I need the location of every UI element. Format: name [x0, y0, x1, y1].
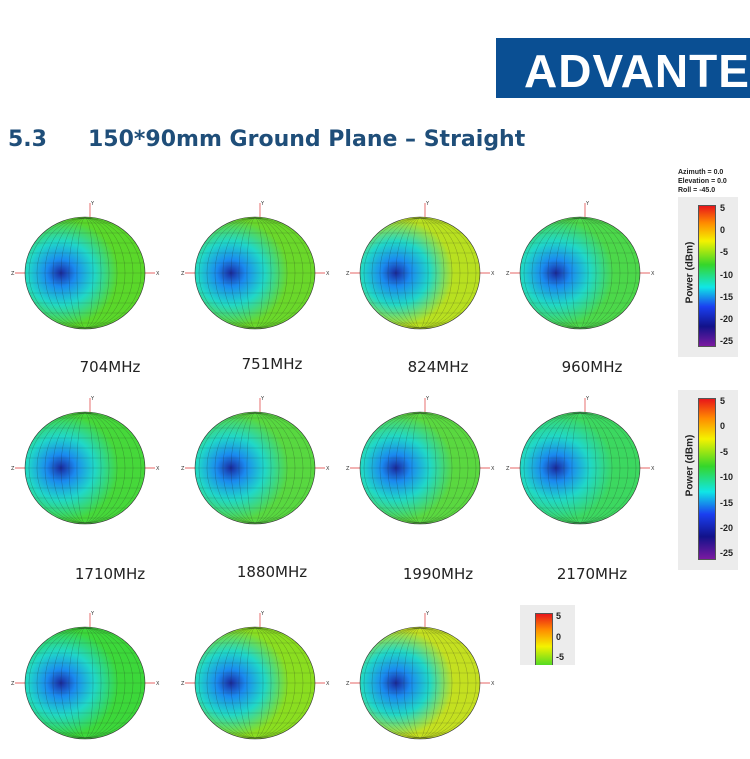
radiation-pattern-plot: Y X Z — [500, 195, 660, 345]
colorbar-tick: -5 — [720, 446, 729, 457]
svg-text:Y: Y — [260, 396, 265, 402]
svg-text:Y: Y — [425, 611, 430, 617]
svg-text:Z: Z — [346, 466, 350, 472]
svg-text:X: X — [491, 466, 495, 472]
svg-text:Y: Y — [585, 396, 590, 402]
svg-text:Y: Y — [585, 201, 590, 207]
radiation-pattern-plot: Y X Z — [340, 195, 500, 345]
power-colorbar-legend: 5 0 -5 -10 -15 -20 -25 Power (dBm) — [678, 197, 738, 357]
svg-text:Y: Y — [260, 611, 265, 617]
colorbar-tick: 5 — [556, 611, 562, 621]
orientation-readout: Azimuth = 0.0 Elevation = 0.0 Roll = -45… — [678, 169, 727, 194]
svg-text:Z: Z — [346, 681, 350, 687]
svg-text:Z: Z — [11, 271, 15, 277]
section-title: 150*90mm Ground Plane – Straight — [88, 127, 526, 152]
section-number: 5.3 — [8, 127, 47, 152]
colorbar — [698, 398, 716, 560]
colorbar — [698, 205, 716, 347]
frequency-label: 704MHz — [79, 358, 141, 376]
svg-text:Y: Y — [90, 201, 95, 207]
radiation-pattern-plot: Y X Z — [5, 195, 165, 345]
power-colorbar-legend: 5 0 -5 -10 -15 -20 -25 Power (dBm) — [678, 390, 738, 570]
svg-text:Y: Y — [260, 201, 265, 207]
svg-text:Y: Y — [425, 396, 430, 402]
colorbar-tick: -25 — [720, 548, 734, 559]
svg-text:Z: Z — [11, 681, 15, 687]
colorbar-tick: 0 — [720, 421, 726, 432]
pattern-surface — [519, 216, 641, 330]
frequency-label: 1990MHz — [402, 565, 474, 583]
frequency-label: 2170MHz — [556, 565, 628, 583]
colorbar-tick: -5 — [720, 247, 729, 258]
frequency-label: 824MHz — [407, 358, 469, 376]
power-colorbar-legend: 50-5-10-15-20-25 — [520, 605, 575, 665]
colorbar-tick: -20 — [720, 314, 734, 325]
radiation-pattern-plot: Y X Z — [340, 390, 500, 540]
colorbar-tick: 0 — [556, 631, 562, 642]
svg-text:Y: Y — [90, 396, 95, 402]
svg-text:X: X — [156, 681, 160, 687]
radiation-pattern-plot: Y X Z — [175, 605, 335, 755]
svg-text:X: X — [491, 271, 495, 277]
frequency-label: 751MHz — [241, 355, 303, 373]
frequency-label: 1710MHz — [74, 565, 146, 583]
colorbar-tick: 5 — [720, 396, 726, 406]
pattern-surface — [359, 411, 481, 525]
svg-text:X: X — [326, 466, 330, 472]
radiation-pattern-plot: Y X Z — [340, 605, 500, 755]
svg-text:Z: Z — [181, 681, 185, 687]
svg-text:Z: Z — [346, 271, 350, 277]
colorbar-tick: -25 — [720, 336, 734, 347]
svg-text:Z: Z — [181, 271, 185, 277]
frequency-label: 1880MHz — [236, 563, 308, 581]
colorbar-tick: 0 — [720, 225, 726, 236]
radiation-pattern-plot: Y X Z — [175, 195, 335, 345]
colorbar-tick: -10 — [720, 269, 734, 280]
svg-text:X: X — [491, 681, 495, 687]
colorbar-label: Power (dBm) — [684, 241, 696, 304]
pattern-surface — [194, 216, 316, 330]
pattern-surface — [359, 216, 481, 330]
advantech-logo: ADVANTECH — [496, 38, 750, 98]
colorbar-tick: -15 — [720, 497, 734, 508]
radiation-pattern-plot: Y X Z — [175, 390, 335, 540]
colorbar-tick: -10 — [720, 472, 734, 483]
pattern-surface — [24, 411, 146, 525]
svg-text:X: X — [156, 466, 160, 472]
pattern-surface — [519, 411, 641, 525]
pattern-surface — [24, 216, 146, 330]
colorbar — [535, 613, 553, 665]
svg-text:Z: Z — [506, 466, 510, 472]
radiation-pattern-plot: Y X Z — [500, 390, 660, 540]
svg-text:X: X — [326, 681, 330, 687]
pattern-surface — [194, 411, 316, 525]
radiation-pattern-plot: Y X Z — [5, 605, 165, 755]
svg-text:Z: Z — [181, 466, 185, 472]
svg-text:X: X — [651, 271, 655, 277]
frequency-label: 960MHz — [561, 358, 623, 376]
svg-text:Z: Z — [506, 271, 510, 277]
svg-text:X: X — [326, 271, 330, 277]
colorbar-tick: -5 — [556, 652, 565, 663]
colorbar-label: Power (dBm) — [684, 434, 696, 497]
svg-text:Y: Y — [425, 201, 430, 207]
colorbar-tick: 5 — [720, 203, 726, 213]
colorbar-tick: -15 — [720, 291, 734, 302]
colorbar-tick: -20 — [720, 522, 734, 533]
svg-text:Y: Y — [90, 611, 95, 617]
svg-text:X: X — [651, 466, 655, 472]
radiation-pattern-plot: Y X Z — [5, 390, 165, 540]
svg-text:Z: Z — [11, 466, 15, 472]
svg-text:X: X — [156, 271, 160, 277]
